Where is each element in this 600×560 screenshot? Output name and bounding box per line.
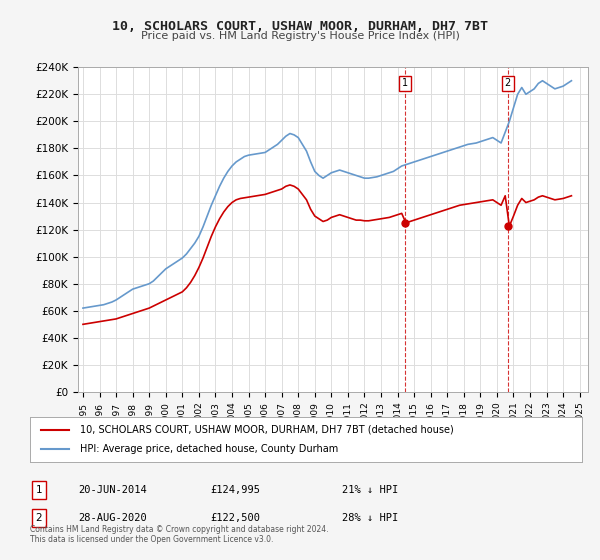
- Text: 20-JUN-2014: 20-JUN-2014: [78, 485, 147, 495]
- Text: £124,995: £124,995: [210, 485, 260, 495]
- Text: 28-AUG-2020: 28-AUG-2020: [78, 513, 147, 523]
- Text: 1: 1: [402, 78, 409, 88]
- Text: Price paid vs. HM Land Registry's House Price Index (HPI): Price paid vs. HM Land Registry's House …: [140, 31, 460, 41]
- Text: 28% ↓ HPI: 28% ↓ HPI: [342, 513, 398, 523]
- Text: 10, SCHOLARS COURT, USHAW MOOR, DURHAM, DH7 7BT: 10, SCHOLARS COURT, USHAW MOOR, DURHAM, …: [112, 20, 488, 32]
- Text: 21% ↓ HPI: 21% ↓ HPI: [342, 485, 398, 495]
- Text: Contains HM Land Registry data © Crown copyright and database right 2024.
This d: Contains HM Land Registry data © Crown c…: [30, 525, 329, 544]
- Text: HPI: Average price, detached house, County Durham: HPI: Average price, detached house, Coun…: [80, 445, 338, 455]
- Text: 2: 2: [35, 513, 43, 523]
- Text: 2: 2: [505, 78, 511, 88]
- Text: 1: 1: [35, 485, 43, 495]
- Text: £122,500: £122,500: [210, 513, 260, 523]
- Text: 10, SCHOLARS COURT, USHAW MOOR, DURHAM, DH7 7BT (detached house): 10, SCHOLARS COURT, USHAW MOOR, DURHAM, …: [80, 424, 454, 435]
